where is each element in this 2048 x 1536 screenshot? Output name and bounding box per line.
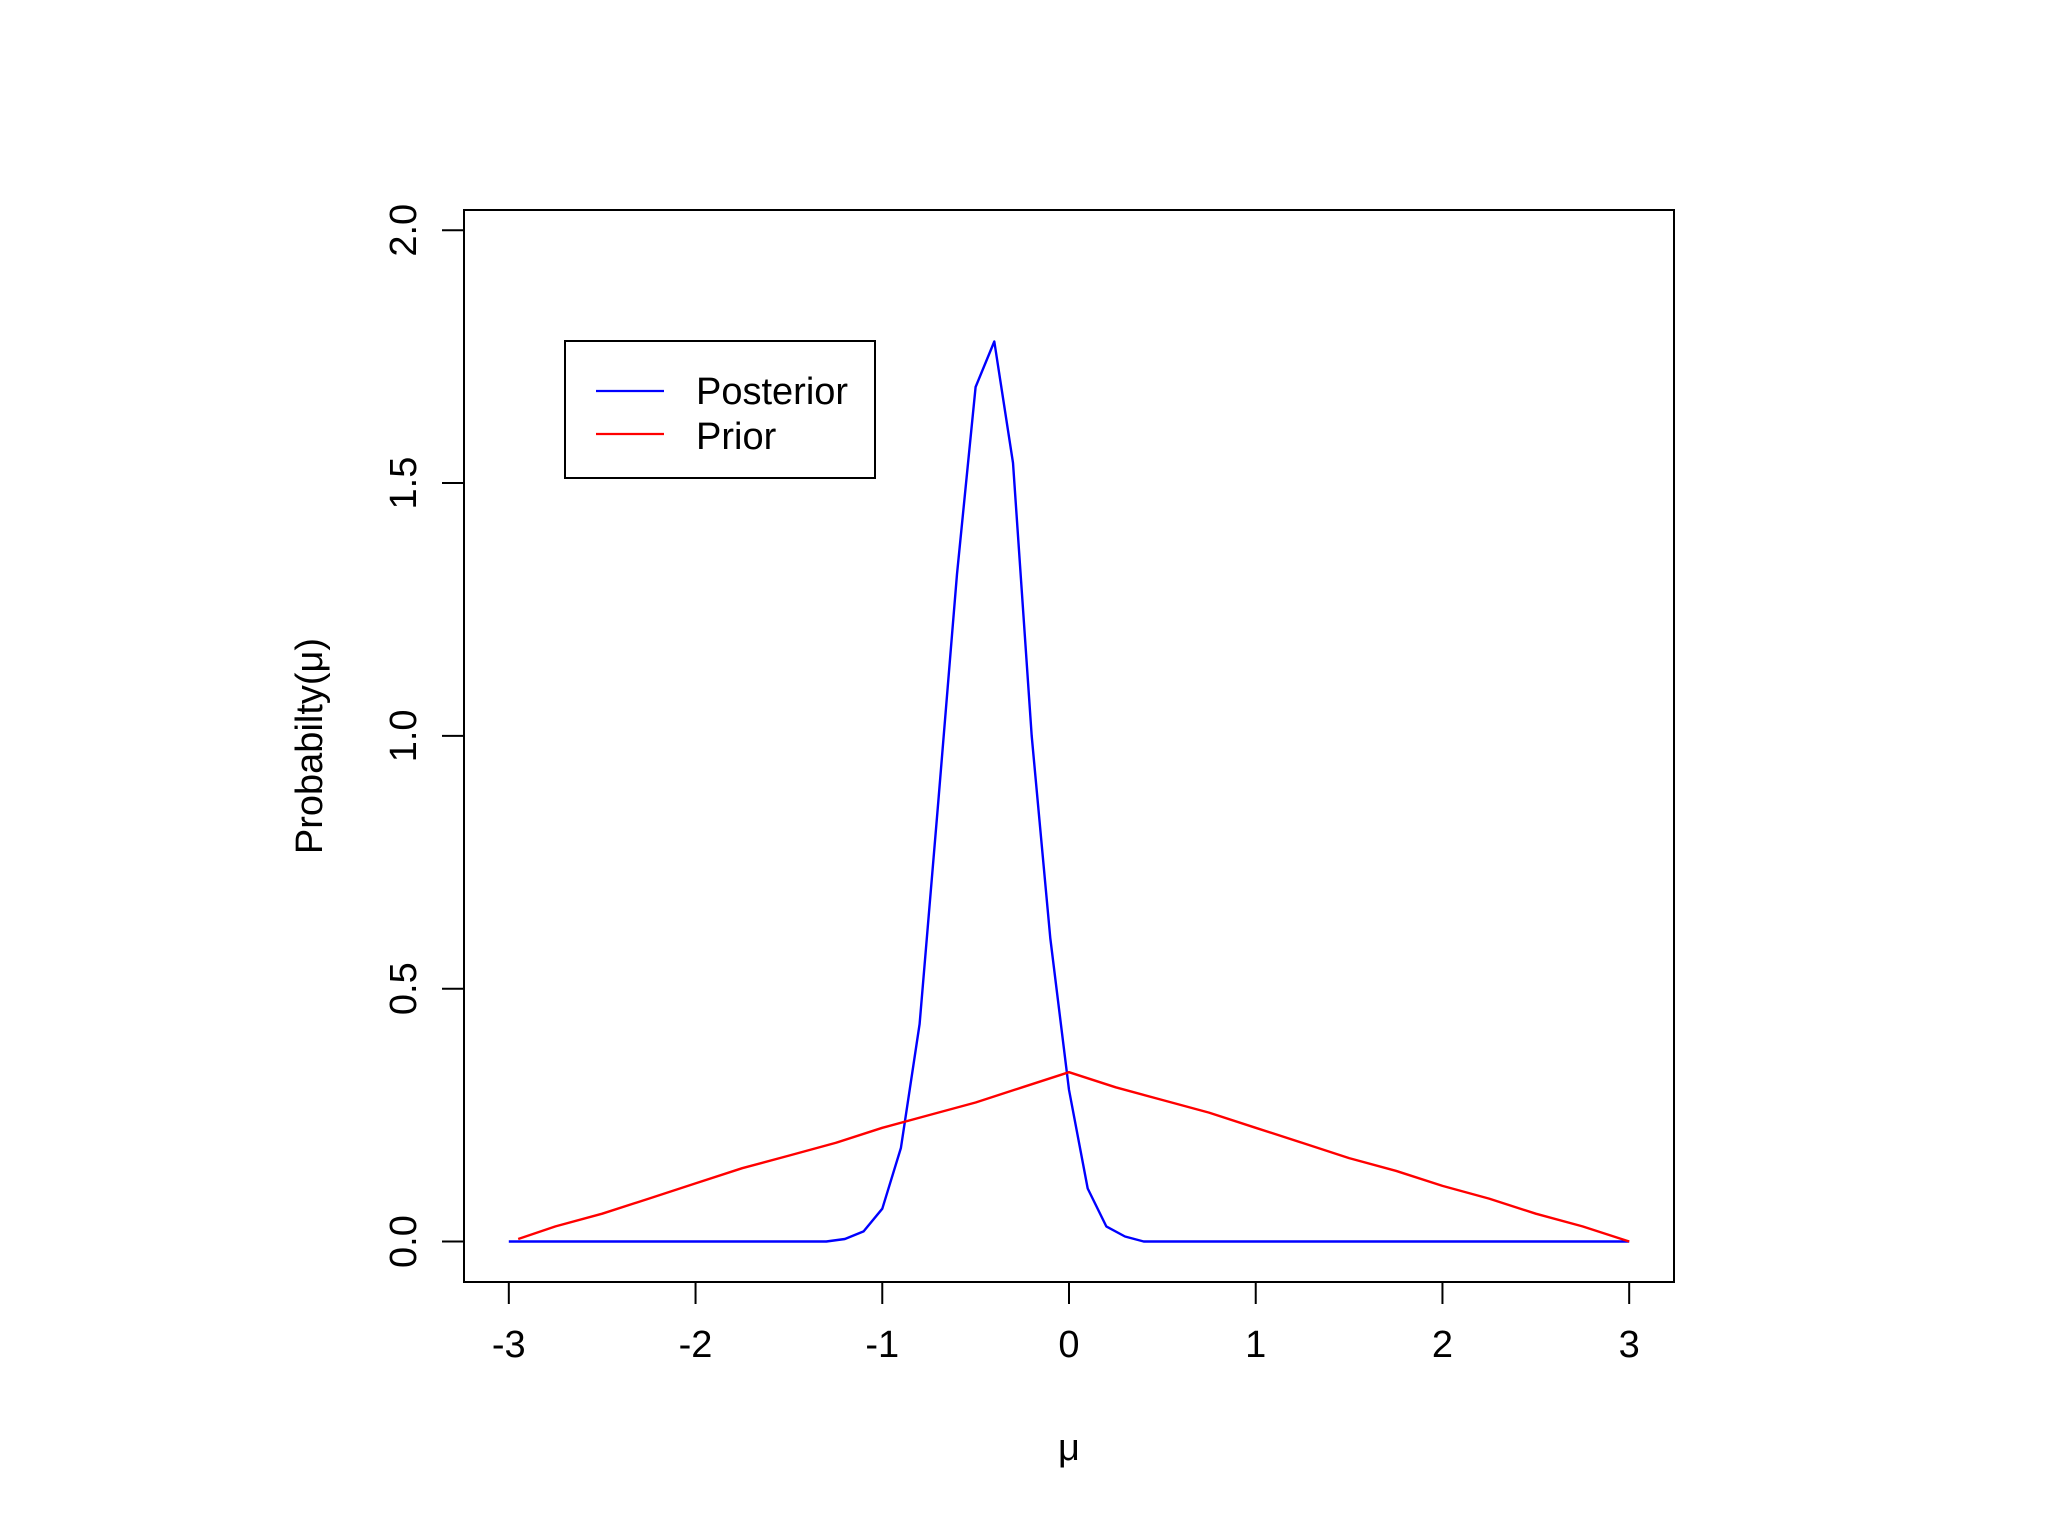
y-tick-label: 2.0 [383, 204, 425, 257]
legend-box [564, 340, 876, 479]
y-tick-label: 0.0 [383, 1215, 425, 1268]
x-tick-label: 2 [1432, 1324, 1453, 1366]
x-tick-label: 3 [1619, 1324, 1640, 1366]
x-tick-label: 1 [1245, 1324, 1266, 1366]
x-tick-label: -1 [865, 1324, 899, 1366]
y-axis-title: Probabilty(μ) [289, 638, 331, 854]
x-axis-title: μ [1058, 1427, 1080, 1469]
x-axis: -3 -2 -1 0 1 2 3 [492, 1281, 1640, 1366]
series-group [508, 340, 1630, 1243]
legend: Posterior Prior [564, 340, 876, 479]
y-tick-label: 0.5 [383, 962, 425, 1015]
legend-label-prior: Prior [696, 416, 777, 458]
series-line-posterior [508, 340, 1630, 1243]
series-line-prior [517, 1070, 1630, 1243]
x-tick-label: -2 [679, 1324, 713, 1366]
x-tick-label: -3 [492, 1324, 526, 1366]
x-tick-label: 0 [1058, 1324, 1079, 1366]
y-axis: 0.0 0.5 1.0 1.5 2.0 [383, 204, 465, 1268]
legend-label-posterior: Posterior [696, 371, 848, 413]
y-tick-label: 1.5 [383, 457, 425, 510]
y-tick-label: 1.0 [383, 709, 425, 762]
